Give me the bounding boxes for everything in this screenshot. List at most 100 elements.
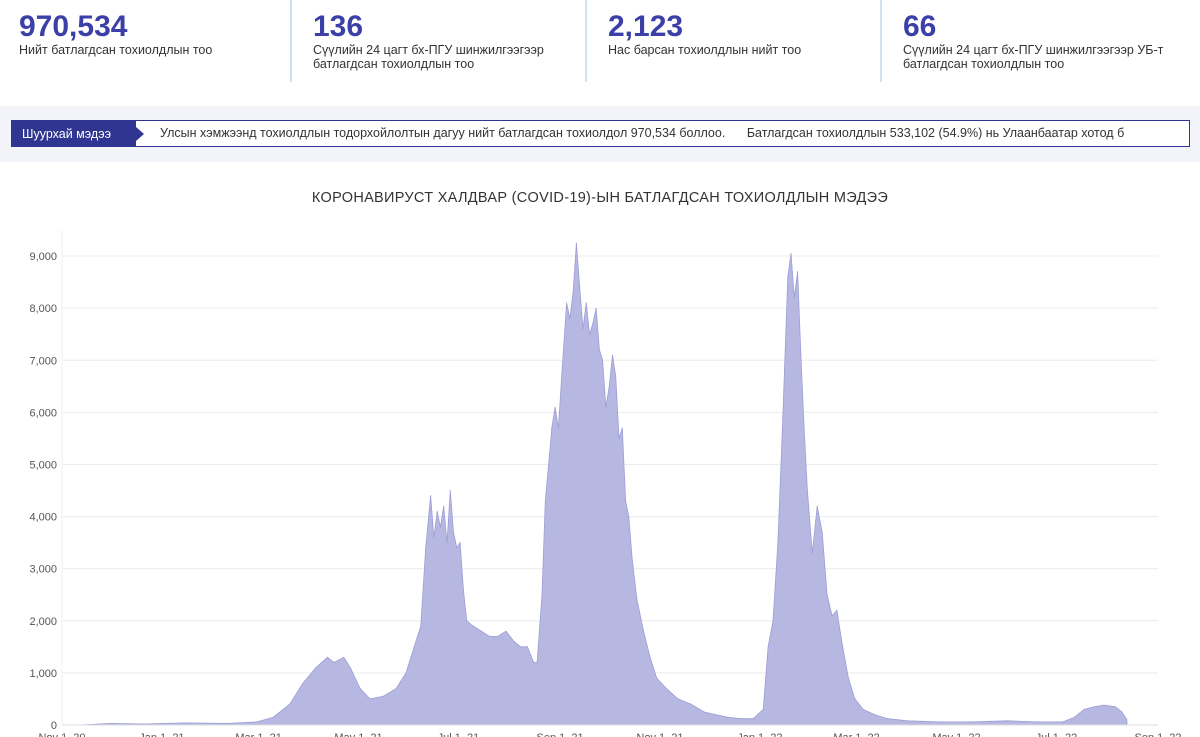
- data-point: [413, 646, 415, 648]
- y-tick-label: 9,000: [29, 251, 57, 263]
- stat-divider: [880, 0, 882, 82]
- data-point: [1037, 721, 1039, 723]
- x-tick-label: Jul 1, 21: [438, 732, 480, 737]
- stat-label-line-2: батлагдсан тохиолдлын тоо: [313, 57, 475, 71]
- stat-label-line-1: Нийт батлагдсан тохиолдлын тоо: [19, 43, 213, 57]
- data-point: [1121, 711, 1123, 713]
- data-point: [665, 687, 668, 690]
- chart-title: КОРОНАВИРУСТ ХАЛДВАР (COVID-19)-ЫН БАТЛА…: [311, 190, 889, 206]
- news-ticker-section: Шуурхай мэдээ Улсын хэмжээнд тохиолдлын …: [0, 106, 1200, 162]
- stats-bar: 970,534 Нийт батлагдсан тохиолдлын тоо 1…: [0, 0, 1200, 82]
- data-point: [382, 695, 384, 697]
- data-point: [906, 720, 908, 722]
- y-tick-label: 0: [51, 720, 57, 732]
- stat-divider: [290, 0, 292, 82]
- data-point: [443, 505, 445, 507]
- data-point: [797, 271, 799, 273]
- y-tick-label: 3,000: [29, 564, 57, 576]
- data-point: [752, 718, 754, 720]
- data-point: [526, 646, 528, 648]
- data-point: [430, 495, 432, 497]
- data-point: [439, 526, 441, 528]
- data-point: [544, 500, 546, 502]
- data-point: [608, 385, 610, 387]
- data-point: [887, 718, 889, 720]
- x-tick-label: Jul 1, 22: [1036, 732, 1078, 737]
- stat-label: Сүүлийн 24 цагт бх-ПГУ шинжилгээгээр УБ-…: [903, 43, 1163, 71]
- data-point: [405, 672, 407, 674]
- data-point: [826, 594, 828, 596]
- ticker-message: Батлагдсан тохиолдлын 533,102 (54.9%) нь…: [746, 126, 1125, 140]
- data-point: [579, 286, 581, 288]
- data-point: [395, 687, 397, 690]
- stat-value: 970,534: [19, 10, 128, 43]
- data-point: [289, 703, 291, 705]
- data-point: [762, 708, 764, 711]
- data-point: [436, 510, 438, 512]
- data-point: [480, 630, 482, 632]
- x-tick-label: Jan 1, 22: [737, 732, 782, 737]
- x-tick-label: Mar 1, 22: [833, 732, 879, 737]
- data-point: [446, 542, 448, 544]
- data-point: [598, 349, 601, 351]
- data-point: [349, 667, 351, 669]
- data-point: [472, 625, 474, 627]
- data-point: [566, 302, 568, 304]
- stat-label-line-1: Сүүлийн 24 цагт бх-ПГУ шинжилгээгээр: [313, 43, 544, 57]
- data-point: [582, 328, 584, 330]
- y-tick-label: 6,000: [29, 407, 57, 419]
- news-ticker[interactable]: Шуурхай мэдээ Улсын хэмжээнд тохиолдлын …: [11, 120, 1190, 147]
- data-point: [854, 698, 856, 700]
- data-point: [513, 641, 515, 643]
- data-point: [615, 375, 617, 377]
- data-point: [592, 323, 594, 325]
- stat-label: Сүүлийн 24 цагт бх-ПГУ шинжилгээгээр бат…: [313, 43, 544, 71]
- data-point: [767, 646, 769, 648]
- data-point: [452, 531, 455, 533]
- data-point: [628, 516, 630, 518]
- data-point: [625, 500, 627, 502]
- data-point: [466, 620, 468, 622]
- data-point: [536, 661, 538, 664]
- data-point: [462, 588, 464, 591]
- ticker-message: Улсын хэмжээнд тохиолдлын тодорхойлолтын…: [160, 126, 726, 140]
- stat-value: 2,123: [608, 10, 684, 43]
- data-point: [505, 630, 507, 632]
- data-point: [425, 547, 427, 549]
- stat-divider: [585, 0, 587, 82]
- data-point: [816, 505, 818, 507]
- data-point: [459, 542, 461, 544]
- data-point: [836, 609, 838, 612]
- data-point: [1103, 704, 1105, 706]
- data-point: [1062, 721, 1064, 723]
- x-tick-label: Sep 1, 22: [1134, 732, 1181, 737]
- data-point: [605, 406, 607, 408]
- data-point: [256, 721, 258, 723]
- data-point: [862, 708, 864, 711]
- data-point: [937, 721, 940, 723]
- data-point: [1006, 720, 1008, 722]
- data-point: [777, 542, 779, 544]
- stat-label: Нас барсан тохиолдлын нийт тоо: [608, 43, 801, 57]
- data-point: [643, 630, 645, 632]
- data-point: [811, 552, 813, 554]
- x-tick-label: Nov 1, 20: [38, 732, 85, 737]
- data-point: [618, 437, 620, 439]
- stat-label-line-1: Нас барсан тохиолдлын нийт тоо: [608, 43, 802, 57]
- data-point: [1126, 719, 1128, 721]
- data-point: [110, 722, 112, 725]
- x-tick-label: Nov 1, 21: [636, 732, 683, 737]
- data-point: [790, 252, 792, 254]
- data-point: [226, 722, 229, 725]
- data-point: [456, 547, 458, 549]
- y-tick-label: 2,000: [29, 616, 57, 628]
- y-tick-label: 7,000: [29, 355, 57, 367]
- data-point: [326, 656, 328, 658]
- data-point: [841, 641, 843, 643]
- data-point: [1093, 706, 1095, 708]
- data-point: [369, 698, 371, 700]
- y-tick-label: 5,000: [29, 459, 57, 471]
- data-point: [703, 711, 705, 713]
- stat-label: Нийт батлагдсан тохиолдлын тоо: [19, 43, 212, 57]
